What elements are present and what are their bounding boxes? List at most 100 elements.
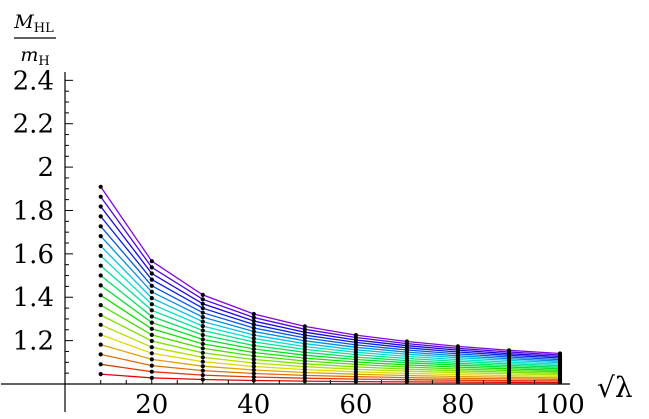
- data-point: [98, 204, 103, 209]
- data-point: [98, 362, 103, 367]
- data-point: [98, 224, 103, 229]
- data-point: [302, 358, 307, 364]
- data-points: [98, 184, 563, 385]
- data-point: [200, 332, 205, 338]
- data-point: [557, 351, 563, 356]
- x-axis-title: √λ: [597, 371, 633, 404]
- y-tick-label: 1.8: [13, 196, 54, 226]
- data-point: [98, 293, 103, 298]
- data-point: [302, 364, 307, 369]
- data-point: [302, 333, 307, 338]
- data-point: [251, 350, 256, 355]
- data-point: [200, 341, 205, 346]
- y-axis-title-denominator: mH: [20, 44, 49, 69]
- data-point: [200, 346, 205, 351]
- data-point: [251, 371, 256, 376]
- data-point: [302, 338, 307, 343]
- y-tick-label: 2: [37, 153, 54, 183]
- data-point: [302, 370, 307, 375]
- y-axis-title-numerator: MHL: [13, 11, 54, 36]
- data-point: [251, 339, 256, 345]
- y-tick-label: 1.6: [13, 240, 54, 270]
- curve-14: [100, 245, 561, 364]
- data-point: [251, 343, 256, 348]
- data-point: [149, 265, 154, 270]
- data-point: [200, 368, 205, 373]
- data-point: [98, 372, 103, 377]
- data-point: [404, 339, 409, 344]
- data-point: [149, 259, 154, 264]
- data-point: [149, 332, 154, 337]
- data-point: [98, 303, 103, 308]
- curve-11: [100, 274, 561, 368]
- data-point: [302, 327, 307, 332]
- curve-10: [100, 284, 561, 370]
- data-point: [251, 318, 256, 324]
- data-point: [302, 353, 307, 358]
- data-point: [200, 319, 205, 324]
- data-point: [251, 357, 256, 362]
- data-point: [251, 364, 256, 369]
- curve-16: [100, 225, 561, 361]
- data-point: [98, 234, 103, 239]
- curve-15: [100, 235, 561, 362]
- data-point: [149, 345, 154, 350]
- data-point: [149, 277, 154, 282]
- data-point: [200, 328, 205, 333]
- curves: [100, 186, 561, 384]
- data-point: [98, 342, 103, 347]
- data-point: [200, 310, 205, 315]
- curve-7: [100, 314, 561, 374]
- data-point: [302, 356, 307, 361]
- data-point: [149, 271, 154, 276]
- data-point: [149, 308, 154, 313]
- data-point: [149, 283, 154, 288]
- data-point: [98, 263, 103, 268]
- data-point: [251, 360, 256, 366]
- data-point: [149, 351, 154, 356]
- data-point: [251, 315, 256, 320]
- data-point: [251, 353, 256, 359]
- data-point: [302, 367, 307, 372]
- data-point: [251, 332, 256, 338]
- data-point: [98, 273, 103, 278]
- data-point: [200, 350, 205, 355]
- data-point: [200, 373, 205, 378]
- data-point: [302, 341, 307, 346]
- data-point: [251, 325, 256, 331]
- data-point: [98, 322, 103, 327]
- data-point: [506, 348, 512, 353]
- data-point: [302, 344, 307, 349]
- data-point: [149, 320, 154, 325]
- y-axis-title: MHL mH: [13, 11, 56, 69]
- data-point: [200, 377, 205, 382]
- data-point: [149, 302, 154, 307]
- curve-18: [100, 206, 561, 358]
- x-tick-label: 40: [237, 390, 270, 419]
- data-point: [251, 367, 256, 373]
- data-point: [455, 344, 460, 349]
- curve-3: [100, 353, 561, 381]
- data-point: [200, 359, 205, 364]
- data-point: [200, 355, 205, 360]
- x-tick-label: 60: [339, 390, 372, 419]
- data-point: [149, 296, 154, 301]
- data-point: [149, 363, 154, 368]
- data-point: [149, 338, 154, 344]
- data-point: [149, 314, 154, 319]
- data-point: [149, 289, 154, 294]
- data-point: [302, 324, 307, 329]
- curve-13: [100, 255, 561, 365]
- y-tick-label: 2.4: [13, 66, 54, 96]
- curve-19: [100, 196, 561, 356]
- data-point: [98, 283, 103, 288]
- data-point: [98, 352, 103, 357]
- data-point: [200, 324, 205, 329]
- data-point: [302, 330, 307, 335]
- curve-5: [100, 334, 561, 378]
- data-point: [251, 322, 256, 327]
- data-point: [98, 253, 103, 258]
- curve-12: [100, 265, 561, 367]
- data-point: [98, 214, 103, 219]
